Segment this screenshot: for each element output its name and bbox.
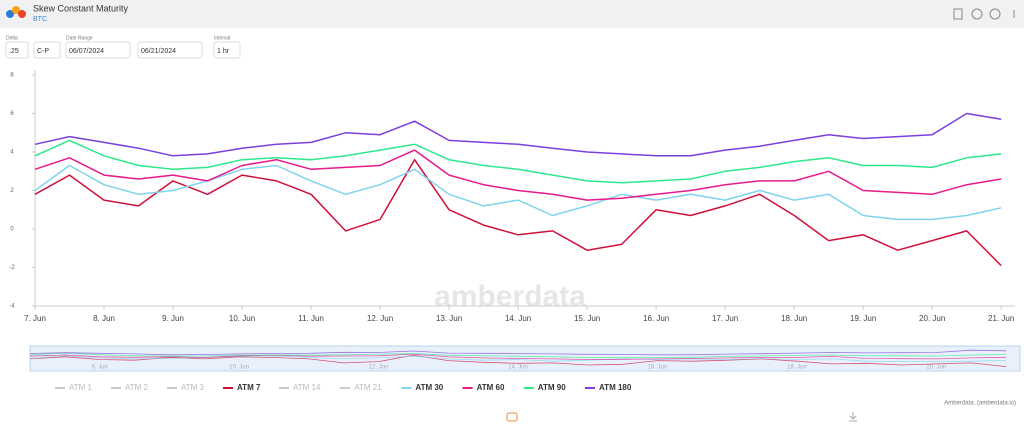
navigator-line (29, 352, 1007, 359)
chart: amberdata -4 -2 0 2 4 6 8 7. Jun 8. Jun 9. Jun 10. … (9, 70, 1021, 407)
header-bar (0, 0, 1024, 28)
y-tick-label: 8 (10, 73, 14, 79)
x-tick-label: 15. Jun (574, 314, 600, 323)
legend-label[interactable]: ATM 3 (181, 383, 205, 392)
y-tick-label: 4 (10, 150, 14, 156)
navigator-tick-label: 20. Jun (926, 365, 946, 371)
legend-label[interactable]: ATM 30 (415, 383, 443, 392)
y-tick-label: 2 (10, 188, 14, 194)
legend-label[interactable]: ATM 1 (69, 383, 93, 392)
series-line (34, 158, 1002, 267)
credits: Amberdata, (amberdata.io) (944, 401, 1016, 407)
navigator-tick-label: 12. Jun (369, 365, 389, 371)
legend-label[interactable]: ATM 60 (477, 383, 505, 392)
control-box[interactable] (5, 41, 29, 59)
control-box[interactable] (65, 41, 131, 59)
legend-label[interactable]: ATM 90 (538, 383, 566, 392)
x-tick-label: 14. Jun (505, 314, 531, 323)
footer-icons[interactable] (506, 412, 857, 422)
x-tick-label: 12. Jun (367, 314, 393, 323)
legend-label[interactable]: ATM 2 (125, 383, 149, 392)
navigator-line (29, 354, 1007, 367)
control-box[interactable] (213, 41, 241, 59)
download-icon[interactable] (849, 412, 857, 422)
y-tick-label: -2 (9, 265, 15, 271)
series-line (34, 164, 1002, 221)
x-tick-label: 21. Jun (988, 314, 1014, 323)
x-tick-label: 11. Jun (298, 314, 324, 323)
navigator-line (29, 355, 1007, 362)
x-tick-label: 20. Jun (919, 314, 945, 323)
series-line (34, 112, 1002, 157)
watermark: amberdata (434, 280, 586, 313)
y-tick-label: 0 (10, 227, 14, 233)
legend-label[interactable]: ATM 14 (293, 383, 321, 392)
x-tick-label: 13. Jun (436, 314, 462, 323)
navigator-line (29, 349, 1007, 356)
navigator-line (29, 353, 1007, 360)
x-tick-label: 8. Jun (93, 314, 115, 323)
control-label: Delta (6, 35, 18, 41)
camera-icon[interactable] (506, 412, 518, 422)
controls: Delta .25 C-P Date Range 06/07/2024 06/21/202… (5, 35, 241, 59)
control-value: .25 (9, 48, 19, 55)
navigator-tick-label: 16. Jun (648, 365, 668, 371)
control-label: Date Range (66, 35, 93, 41)
navigator-tick-label: 14. Jun (508, 365, 528, 371)
control-box[interactable] (33, 41, 61, 59)
logo (6, 6, 26, 18)
y-tick-label: 6 (10, 111, 14, 117)
navigator-tick-label: 8. Jun (92, 365, 108, 371)
control-value: C-P (37, 48, 49, 55)
header-title: Skew Constant Maturity (33, 3, 129, 13)
y-tick-label: -4 (9, 304, 15, 310)
legend-label[interactable]: ATM 21 (354, 383, 382, 392)
x-tick-label: 16. Jun (643, 314, 669, 323)
info-icon[interactable] (989, 8, 1001, 20)
x-tick-label: 18. Jun (781, 314, 807, 323)
header-icons[interactable] (953, 8, 1015, 20)
bookmark-icon[interactable] (953, 8, 963, 20)
series-line (34, 149, 1002, 201)
x-tick-label: 10. Jun (229, 314, 255, 323)
x-tick-label: 7. Jun (24, 314, 46, 323)
refresh-icon[interactable] (971, 8, 983, 20)
legend-label[interactable]: ATM 180 (599, 383, 632, 392)
control-value: 1 hr (217, 48, 230, 55)
x-tick-label: 19. Jun (850, 314, 876, 323)
control-value: 06/21/2024 (141, 48, 176, 55)
header-subtitle: BTC (33, 16, 47, 23)
navigator-tick-label: 10. Jun (229, 365, 249, 371)
navigator-tick-label: 18. Jun (787, 365, 807, 371)
control-box[interactable] (137, 41, 203, 59)
x-tick-label: 17. Jun (712, 314, 738, 323)
series-line (34, 139, 1002, 184)
x-tick-label: 9. Jun (162, 314, 184, 323)
control-value: 06/07/2024 (69, 48, 104, 55)
control-label: Interval (214, 35, 230, 41)
legend-label[interactable]: ATM 7 (237, 383, 261, 392)
